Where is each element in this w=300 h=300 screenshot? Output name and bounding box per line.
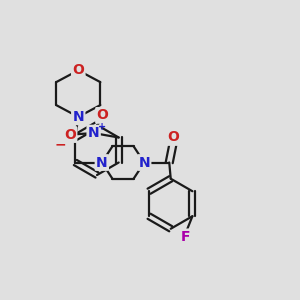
Text: −: − bbox=[55, 138, 66, 152]
Text: N: N bbox=[138, 155, 150, 170]
Text: +: + bbox=[98, 122, 106, 132]
Text: O: O bbox=[97, 108, 108, 122]
Text: N: N bbox=[96, 155, 108, 170]
Text: F: F bbox=[180, 230, 190, 244]
Text: O: O bbox=[168, 130, 180, 145]
Text: O: O bbox=[72, 63, 84, 77]
Text: O: O bbox=[64, 128, 76, 142]
Text: N: N bbox=[88, 126, 100, 140]
Text: N: N bbox=[73, 110, 84, 124]
